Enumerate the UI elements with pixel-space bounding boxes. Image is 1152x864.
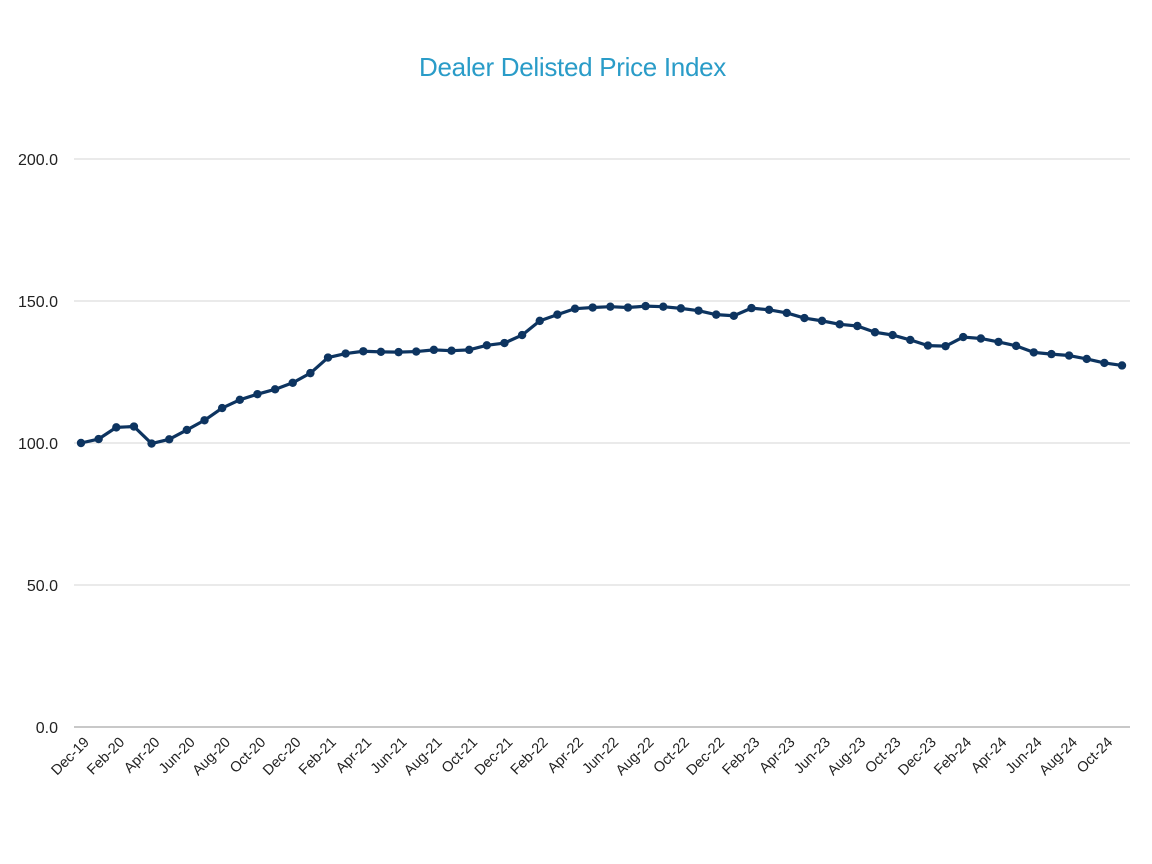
data-point	[323, 353, 333, 362]
x-tick-label: Apr-23	[756, 735, 798, 777]
data-point	[588, 303, 597, 312]
data-point	[429, 345, 439, 355]
data-point	[306, 368, 315, 378]
x-tick-label: Dec-21	[472, 735, 516, 779]
data-point	[94, 434, 103, 444]
data-point	[1064, 351, 1074, 360]
data-point	[888, 330, 897, 340]
data-point	[959, 332, 968, 342]
x-tick-label: Oct-24	[1074, 735, 1116, 777]
x-tick-label: Feb-24	[931, 735, 975, 779]
data-point	[447, 346, 456, 355]
x-tick-label: Feb-23	[719, 735, 763, 779]
x-tick-label: Dec-20	[260, 735, 304, 779]
data-point	[235, 395, 244, 405]
data-point	[147, 439, 156, 448]
data-point	[923, 341, 933, 350]
data-point	[1011, 341, 1021, 351]
data-point	[112, 423, 121, 432]
data-point	[676, 304, 686, 313]
data-point	[641, 301, 650, 311]
data-point	[217, 403, 227, 413]
chart-title: Dealer Delisted Price Index	[419, 52, 726, 82]
x-tick-label: Aug-22	[613, 735, 657, 779]
x-tick-label: Aug-20	[190, 735, 234, 779]
y-tick-label: 50.0	[27, 578, 58, 595]
data-point	[270, 385, 280, 394]
y-tick-label: 200.0	[18, 152, 58, 169]
data-point	[623, 303, 633, 312]
data-point	[835, 320, 844, 329]
gridlines	[74, 158, 1130, 728]
data-point	[1117, 361, 1127, 370]
x-tick-label: Aug-21	[401, 735, 445, 779]
data-point	[165, 435, 174, 444]
data-point	[764, 305, 774, 315]
series	[76, 301, 1127, 448]
data-point	[341, 349, 350, 358]
data-point	[1047, 349, 1056, 359]
data-point	[853, 321, 862, 331]
data-point	[694, 306, 703, 315]
y-tick-label: 150.0	[18, 294, 58, 311]
x-tick-label: Aug-24	[1037, 735, 1081, 779]
data-point	[129, 422, 139, 431]
data-point	[182, 425, 192, 435]
data-point	[570, 304, 580, 313]
data-point	[517, 330, 527, 340]
x-tick-label: Dec-22	[684, 735, 728, 779]
x-tick-label: Apr-24	[968, 735, 1010, 777]
data-point	[976, 334, 986, 343]
data-point	[76, 438, 86, 448]
data-point	[1100, 358, 1109, 368]
x-tick-label: Apr-20	[121, 735, 163, 777]
y-axis: 0.0 50.0 100.0 150.0 200.0	[18, 152, 58, 737]
data-point	[376, 347, 386, 357]
data-point	[782, 308, 791, 318]
x-tick-label: Dec-19	[48, 735, 92, 779]
data-point	[659, 302, 668, 311]
y-tick-label: 0.0	[36, 720, 58, 737]
data-point	[288, 378, 297, 387]
x-tick-label: Dec-23	[895, 735, 939, 779]
x-tick-label: Apr-22	[545, 735, 587, 777]
x-tick-label: Apr-21	[333, 735, 375, 777]
data-point	[994, 337, 1003, 347]
x-tick-label: Feb-20	[84, 735, 128, 779]
data-point	[817, 316, 827, 326]
data-point	[359, 347, 368, 356]
data-point	[906, 335, 915, 345]
data-point	[535, 316, 544, 326]
data-point	[500, 338, 509, 348]
x-axis: Dec-19Feb-20Apr-20Jun-20Aug-20Oct-20Dec-…	[48, 735, 1116, 779]
data-point	[553, 310, 562, 319]
data-point	[200, 416, 209, 425]
data-point	[1029, 348, 1038, 357]
data-point	[464, 345, 474, 355]
series-line	[79, 304, 1124, 446]
data-point	[729, 311, 739, 320]
data-point	[482, 341, 492, 350]
data-point	[394, 347, 403, 357]
data-point	[711, 310, 721, 319]
data-point	[606, 302, 615, 311]
data-point	[800, 313, 809, 323]
x-tick-label: Aug-23	[825, 735, 869, 779]
data-point	[747, 303, 756, 313]
data-point	[1082, 354, 1091, 364]
data-point	[412, 347, 421, 356]
data-point	[253, 389, 262, 399]
data-point	[870, 328, 880, 337]
x-tick-label: Feb-22	[508, 735, 552, 779]
x-tick-label: Feb-21	[296, 735, 340, 779]
y-tick-label: 100.0	[18, 436, 58, 453]
data-point	[941, 341, 950, 351]
